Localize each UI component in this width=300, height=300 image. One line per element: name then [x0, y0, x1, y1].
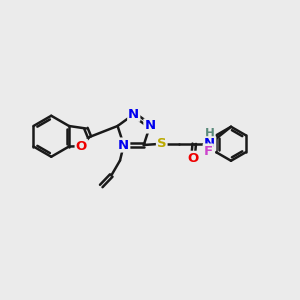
Text: H: H — [205, 127, 215, 140]
Text: F: F — [204, 145, 213, 158]
Text: O: O — [188, 152, 199, 165]
Text: S: S — [157, 137, 166, 150]
Text: N: N — [128, 108, 139, 121]
Text: O: O — [76, 140, 87, 153]
Text: N: N — [118, 139, 129, 152]
Text: N: N — [144, 119, 155, 133]
Text: N: N — [204, 137, 215, 150]
